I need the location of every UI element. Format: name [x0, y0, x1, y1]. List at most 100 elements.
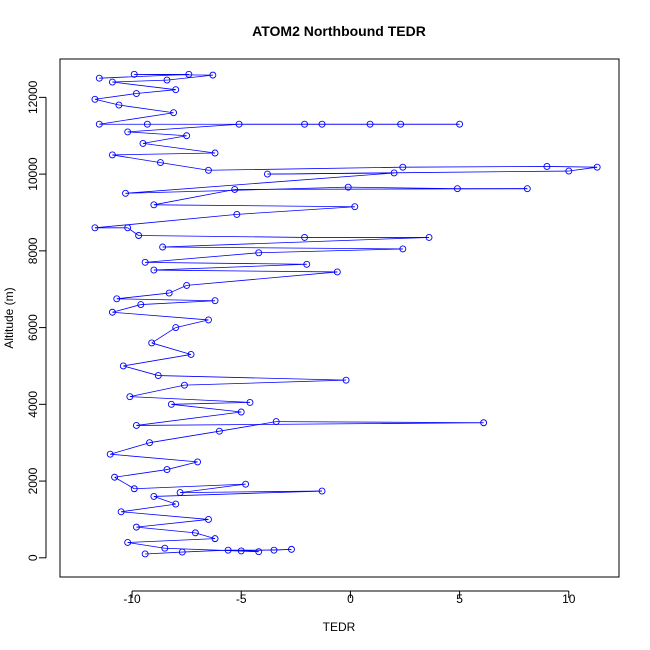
y-tick-label: 0 [26, 554, 40, 561]
y-axis-label: Altitude (m) [2, 287, 16, 348]
data-point [115, 101, 123, 109]
series-line-segment [127, 123, 240, 133]
plot-frame [59, 58, 620, 578]
data-point [237, 408, 245, 416]
series-line-segment [112, 304, 141, 313]
series-line-segment [121, 511, 209, 520]
series-line-segment [402, 166, 547, 168]
series-line-segment [110, 442, 150, 455]
data-point [390, 169, 398, 177]
series-line-segment [112, 79, 168, 83]
data-point [156, 159, 164, 167]
data-point [205, 316, 212, 324]
series-line-segment [267, 170, 569, 175]
data-point [183, 132, 191, 140]
series-line-segment [175, 319, 209, 328]
series-line-segment [162, 237, 430, 248]
chart-title: ATOM2 Northbound TEDR [252, 23, 426, 39]
series-line-segment [112, 81, 176, 91]
series-line-segment [568, 166, 598, 172]
data-point [593, 163, 601, 171]
series-line-segment [180, 483, 246, 493]
series-line-segment [114, 469, 168, 478]
data-point [95, 120, 103, 128]
data-point [148, 339, 156, 347]
data-point [480, 419, 488, 427]
series-line-segment [136, 519, 209, 528]
data-point [91, 95, 99, 103]
data-point [224, 546, 232, 554]
data-point [242, 480, 250, 488]
series-line-segment [129, 396, 250, 403]
series-line-segment [134, 483, 246, 490]
data-point [130, 70, 138, 78]
data-layer [91, 70, 601, 558]
y-tick-label: 10000 [26, 157, 40, 191]
series-line-segment [160, 162, 209, 171]
data-point [132, 90, 140, 97]
series-line-segment [184, 379, 347, 386]
data-point [161, 544, 169, 552]
data-point [150, 492, 158, 500]
series-line-segment [166, 461, 198, 470]
series-line-segment [153, 269, 338, 273]
data-point [366, 120, 374, 128]
data-point [209, 71, 217, 79]
data-point [205, 515, 212, 523]
series-line-segment [164, 547, 259, 553]
series-line-segment [138, 235, 305, 238]
series-line-segment [140, 300, 216, 305]
data-point [397, 120, 405, 128]
data-point [399, 245, 407, 253]
data-point [111, 473, 119, 481]
series-line-segment [127, 542, 165, 549]
data-point [150, 266, 158, 274]
data-point [263, 170, 271, 178]
series-line-segment [151, 327, 176, 344]
x-tick-label: -10 [123, 592, 141, 606]
series-line-segment [149, 430, 220, 444]
data-point [126, 393, 134, 401]
series-line-segment [180, 490, 323, 493]
data-point [211, 297, 219, 305]
data-point [318, 120, 326, 128]
series-line-segment [546, 166, 598, 168]
data-point [178, 548, 186, 556]
series-line-segment [258, 248, 403, 254]
series-line-segment [241, 548, 292, 552]
series-line-segment [94, 214, 237, 229]
data-point [351, 203, 359, 211]
data-point [146, 439, 153, 447]
series-line-segment [121, 503, 176, 513]
data-point [119, 362, 127, 370]
data-point [246, 398, 254, 406]
data-point [172, 500, 180, 508]
series-line-segment [145, 261, 307, 265]
data-point [176, 489, 184, 497]
data-point [154, 372, 162, 380]
series-line-segment [112, 152, 216, 156]
data-point [95, 74, 103, 82]
data-point [333, 268, 341, 276]
series-line-segment [219, 421, 277, 432]
data-point [165, 289, 173, 297]
series-line-segment [348, 186, 458, 190]
data-point [565, 167, 573, 175]
series-line-segment [110, 453, 198, 463]
data-point [135, 232, 143, 239]
y-tick-label: 12000 [26, 80, 40, 114]
series-line-segment [142, 135, 187, 144]
data-point [124, 128, 132, 136]
data-point [108, 308, 116, 316]
data-point [211, 149, 219, 157]
series-line-segment [112, 154, 161, 163]
x-tick-label: 10 [562, 592, 576, 606]
series-line-segment [136, 89, 176, 94]
data-point [211, 535, 219, 543]
data-point [301, 233, 309, 241]
data-point [399, 163, 407, 171]
series-line-segment [127, 131, 187, 137]
series-line-segment [129, 384, 185, 398]
series-line-segment [136, 526, 196, 534]
